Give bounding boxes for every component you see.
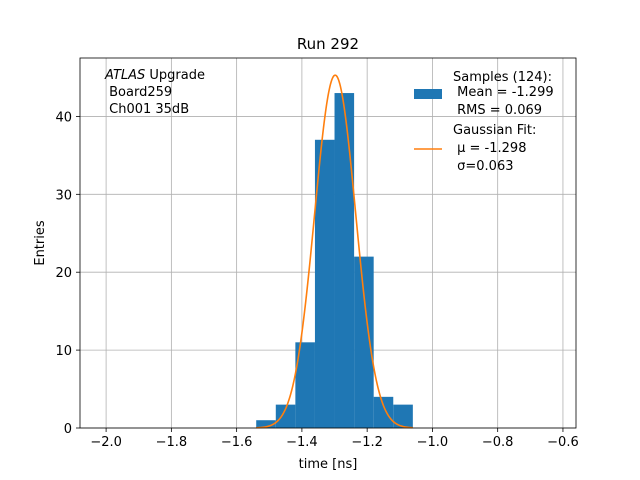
x-tick-label-0: −2.0 [90,435,122,450]
x-tick-label-5: −1.0 [417,435,449,450]
y-tick-label-0: 0 [64,422,72,437]
histogram-bar-6 [373,396,394,428]
annotation-line-3: Ch001 35dB [105,102,189,117]
x-tick-label-2: −1.6 [221,435,253,450]
annotation-atlas: ATLAS [104,68,145,83]
annotation-upgrade: Upgrade [145,68,205,83]
plot-frame [79,57,577,429]
histogram-bar-1 [275,404,296,428]
y-tick-label-1: 10 [55,344,72,359]
legend-samples-line-2: Mean = -1.299 [453,85,554,100]
y-tick-label-4: 40 [55,110,72,125]
y-tick-label-3: 30 [55,188,72,203]
histogram-bar-2 [295,342,315,428]
annotation-line-1: ATLAS Upgrade [104,68,205,83]
histogram-bar-4 [334,93,355,428]
histogram-bar-0 [256,420,276,428]
chart-title: Run 292 [297,35,359,53]
axis-ticks: −2.0 −1.8 −1.6 −1.4 −1.2 −1.0 −0.8 −0.6 0 10 20 30 4… [55,110,578,450]
annotation-block: ATLAS Upgrade Board259 Ch001 35dB [104,68,205,117]
y-tick-label-2: 20 [55,266,72,281]
histogram-bar-7 [393,404,413,428]
legend-fit-line-1: Gaussian Fit: [453,123,536,138]
histogram-bars [256,93,413,428]
legend: Samples (124): Mean = -1.299 RMS = 0.069… [414,70,554,174]
x-tick-label-6: −0.8 [482,435,514,450]
gaussian-fit-layer [256,74,413,429]
annotation-line-2: Board259 [105,85,172,100]
x-tick-label-1: −1.8 [156,435,188,450]
x-tick-label-4: −1.2 [351,435,383,450]
histogram-bar-3 [314,139,335,428]
legend-fit-line-2: μ = -1.298 [453,141,526,156]
x-tick-label-7: −0.6 [547,435,579,450]
legend-samples-line-3: RMS = 0.069 [453,103,542,118]
x-axis-label: time [ns] [299,457,358,472]
x-tick-label-3: −1.4 [286,435,318,450]
gaussian-fit-curve [256,74,413,429]
legend-patch-samples [414,89,442,99]
histogram-bar-5 [354,256,374,428]
y-axis-label: Entries [33,220,48,266]
legend-samples-line-1: Samples (124): [453,70,552,85]
legend-fit-line-3: σ=0.063 [453,159,513,174]
